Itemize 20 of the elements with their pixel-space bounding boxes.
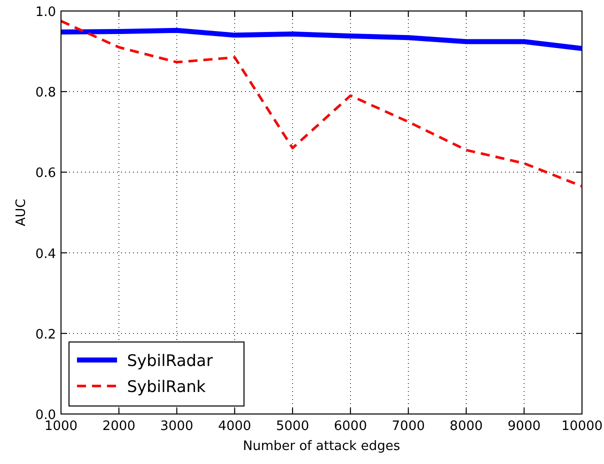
x-tick-label: 2000 [102, 419, 136, 434]
x-tick-label: 1000 [44, 419, 78, 434]
y-tick-label: 0.2 [35, 327, 56, 342]
y-tick-label: 0.6 [35, 166, 56, 182]
y-axis-title: AUC [14, 198, 29, 226]
x-axis-title: Number of attack edges [242, 439, 400, 454]
x-tick-label: 3000 [160, 419, 194, 434]
y-tick-label: 0.8 [35, 86, 56, 101]
line-series [60, 20, 584, 188]
x-tick-label: 8000 [450, 419, 483, 434]
x-tick-label: 9000 [508, 419, 541, 434]
x-tick-label: 6000 [334, 419, 367, 434]
y-tick-label: 0.4 [35, 246, 56, 262]
x-tick-label: 7000 [392, 419, 425, 434]
x-tick-label: 4000 [218, 419, 252, 434]
legend-label: SybilRank [127, 377, 206, 396]
y-tick-label: 1.0 [35, 5, 56, 20]
x-tick-label: 5000 [276, 419, 310, 434]
legend-label: SybilRadar [127, 351, 214, 370]
x-tick-label: 10000 [561, 419, 603, 434]
